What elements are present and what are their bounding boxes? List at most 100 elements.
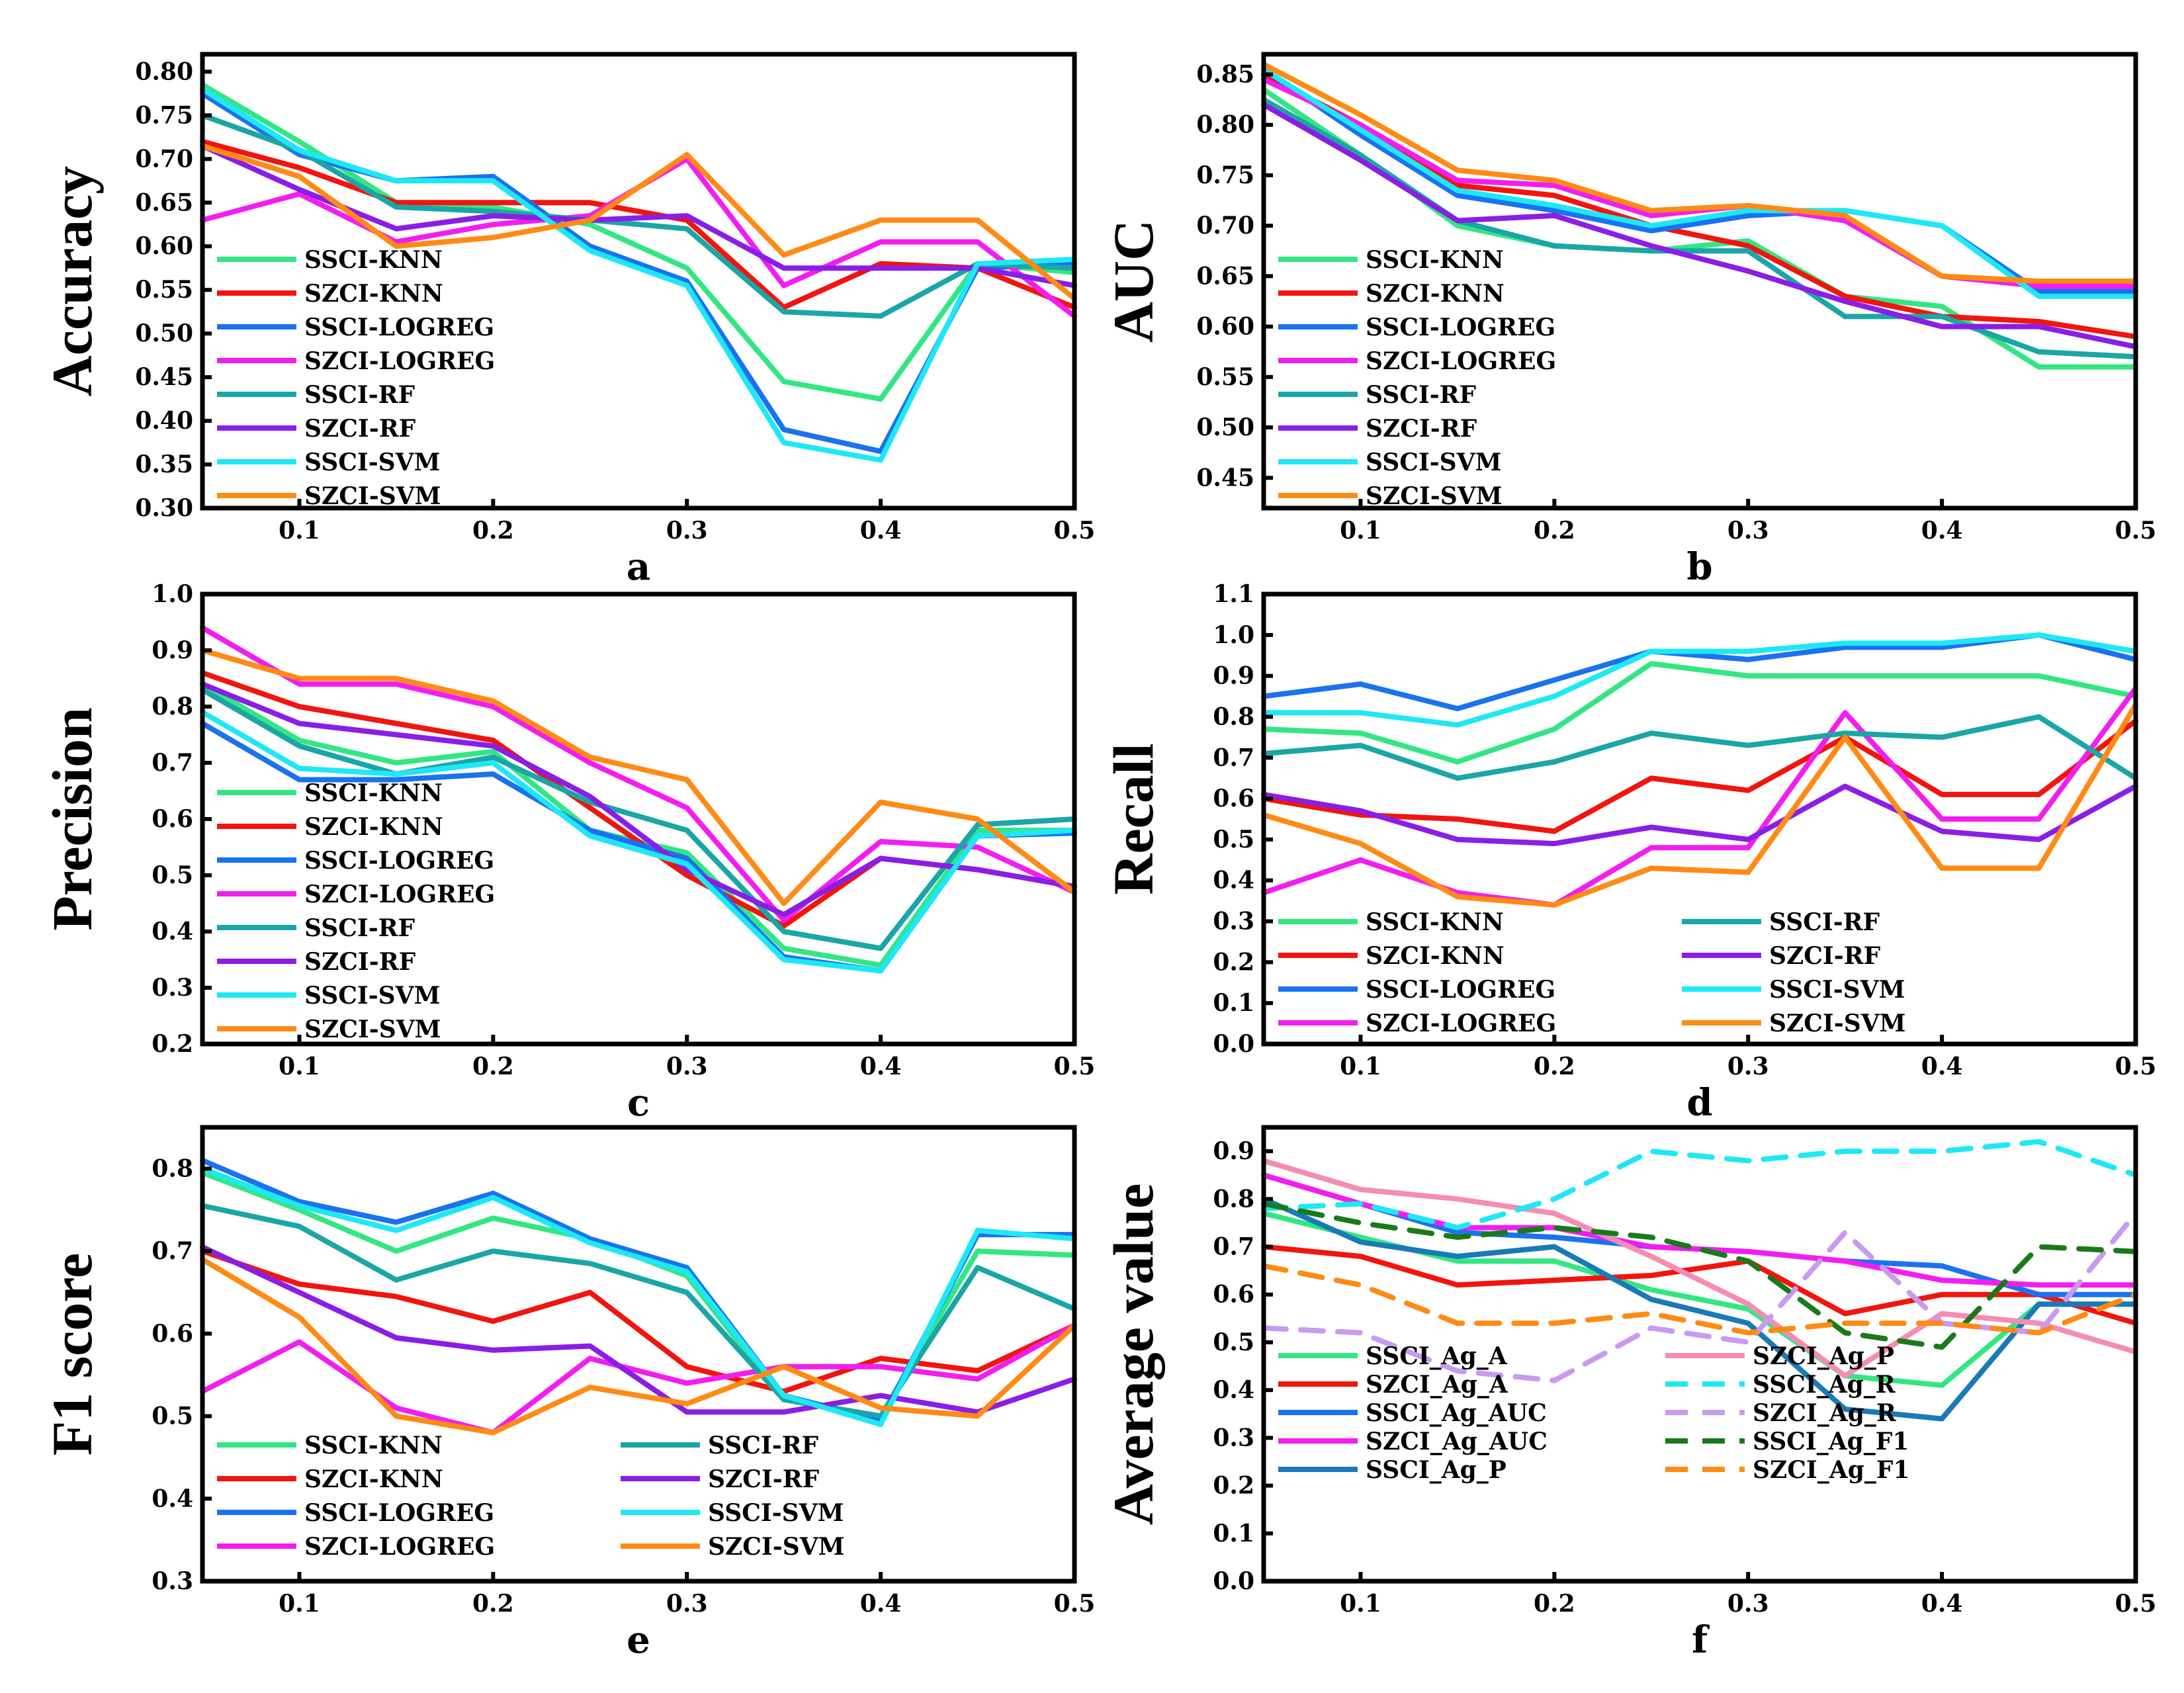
legend-item: SSCI-SVM [621,1499,844,1527]
x-tick-label: 0.5 [1054,1590,1096,1618]
legend-item: SZCI-KNN [1278,942,1505,970]
y-tick-label: 0.4 [152,918,193,945]
legend-label: SSCI-RF [304,914,415,942]
legend-item: SSCI-LOGREG [1278,314,1555,341]
legend-item: SSCI_Ag_AUC [1278,1399,1547,1427]
legend-item: SZCI-SVM [217,482,441,510]
legend-label: SSCI-SVM [304,982,440,1010]
y-tick-label: 0.7 [152,749,193,777]
legend-item: SZCI_Ag_AUC [1278,1428,1548,1455]
legend-item: SSCI-LOGREG [217,314,494,341]
series-line-szci-svm [200,1256,1077,1436]
y-tick-label: 0.40 [135,407,193,435]
series-line-szci-logreg [1261,685,2138,908]
y-tick-label: 0.0 [1213,1030,1254,1058]
series-line-ssci-svm [1261,632,2138,728]
x-tick-label: 0.5 [1054,1053,1096,1080]
legend-item: SZCI-RF [1278,415,1477,443]
series-line-szci-rf [200,681,1077,918]
series-line-szci-ag-p [1261,1158,2138,1379]
legend: SSCI-KNN SZCI-KNN SSCI-LOGREG SZCI-LOGREG SS… [1278,908,1906,1037]
x-tick-label: 0.2 [472,1053,514,1080]
legend-label: SZCI-LOGREG [1366,347,1556,375]
legend-label: SSCI-RF [1366,381,1477,409]
x-tick-label: 0.3 [1727,517,1769,544]
legend-item: SZCI-SVM [621,1533,845,1561]
legend-item: SSCI_Ag_R [1665,1371,1896,1399]
series-line-szci-svm [1261,62,2138,284]
series-lines [200,625,1077,974]
legend-item: SSCI-LOGREG [217,847,494,875]
series-lines [200,82,1077,463]
y-axis-label: F1 score [40,1253,104,1455]
legend-item: SSCI-LOGREG [1278,976,1555,1004]
y-tick-label: 0.45 [1196,464,1254,492]
y-tick-label: 0.3 [1213,908,1254,935]
legend-label: SSCI-SVM [1769,976,1905,1004]
series-line-szci-knn [1261,718,2138,834]
legend-item: SZCI-LOGREG [1278,347,1556,375]
y-tick-label: 0.1 [1213,989,1254,1017]
legend: SSCI_Ag_ASZCI_Ag_ASSCI_Ag_AUCSZCI_Ag_AUC… [1278,1342,1909,1484]
legend-item: SSCI_Ag_F1 [1665,1428,1909,1455]
legend-label: SZCI-KNN [304,1465,443,1493]
legend-item: SZCI-LOGREG [217,881,495,908]
plot-frame [1261,52,2138,511]
y-tick-label: 0.50 [135,320,193,347]
y-tick-label: 1.0 [1213,621,1254,649]
legend-label: SZCI-SVM [708,1533,845,1561]
x-tick-label: 0.5 [1054,517,1096,544]
y-tick-label: 0.5 [1213,1328,1254,1356]
x-tick-label: 0.1 [279,517,320,544]
x-tick-label: 0.4 [1921,517,1963,544]
legend-label: SSCI-RF [1769,908,1880,936]
legend-label: SZCI-SVM [1366,482,1503,510]
x-tick-label: 0.4 [860,1590,902,1618]
x-tick-label: 0.1 [1340,1590,1381,1618]
legend-label: SZCI_Ag_P [1753,1342,1894,1370]
legend-label: SSCI-KNN [1366,246,1504,274]
legend-item: SSCI-RF [217,914,415,942]
y-tick-label: 0.55 [1196,363,1254,391]
x-tick-label: 0.1 [1340,1053,1381,1080]
legend-label: SSCI_Ag_F1 [1753,1428,1909,1455]
y-tick-label: 0.6 [152,1320,193,1348]
y-tick-label: 0.9 [152,636,193,664]
series-line-szci-rf [1261,783,2138,847]
panel-d: 0.0 0.1 0.2 0.3 0.4 0.5 0.6 0.7 0.8 0.9 1.0 1.1 0.1 0… [1102,580,2156,1125]
y-tick-label: 0.7 [1213,744,1254,771]
series-lines [1261,62,2138,370]
x-tick-label: 0.2 [472,517,514,544]
y-tick-label: 0.6 [152,805,193,833]
x-tick-label: 0.3 [666,1053,708,1080]
legend-item: SZCI-KNN [217,813,443,841]
y-tick-label: 0.3 [152,974,193,1002]
panel-a: 0.30 0.35 0.40 0.45 0.50 0.55 0.60 0.65 0.70 0.75… [40,52,1096,589]
legend: SSCI-KNN SZCI-KNN SSCI-LOGREG SZCI-LOGREG SS… [217,1432,845,1561]
legend-label: SZCI-SVM [1769,1010,1906,1037]
legend-item: SZCI-KNN [217,280,443,308]
panel-e: 0.3 0.4 0.5 0.6 0.7 0.8 0.1 0.2 0.3 0.4 0.5 e F1 sco… [40,1125,1096,1662]
series-line-ssci-svm [200,1166,1077,1427]
plot-frame [200,52,1077,511]
x-tick-label: 0.4 [860,1053,902,1080]
legend-label: SSCI-KNN [1366,908,1504,936]
legend-item: SSCI-RF [621,1432,819,1459]
legend: SSCI-KNN SZCI-KNN SSCI-LOGREG SZCI-LOGREG SS… [217,779,495,1043]
legend-item: SZCI_Ag_P [1665,1342,1894,1370]
y-tick-label: 0.65 [135,189,193,216]
y-tick-label: 0.8 [1213,703,1254,730]
series-line-ssci-rf [200,112,1077,319]
series-line-szci-svm [200,648,1077,906]
panel-letter: b [1686,545,1712,589]
legend-label: SSCI_Ag_P [1366,1456,1507,1484]
x-tick-label: 0.1 [279,1053,320,1080]
legend-item: SZCI-SVM [1278,482,1503,510]
panel-b: 0.45 0.50 0.55 0.60 0.65 0.70 0.75 0.80 0.85 0.1 0… [1102,52,2156,589]
legend-label: SZCI-LOGREG [304,1533,495,1561]
x-tick-label: 0.4 [1921,1590,1963,1618]
series-lines [200,1157,1077,1436]
series-line-ssci-svm [1261,66,2138,299]
x-tick-label: 0.3 [666,517,708,544]
